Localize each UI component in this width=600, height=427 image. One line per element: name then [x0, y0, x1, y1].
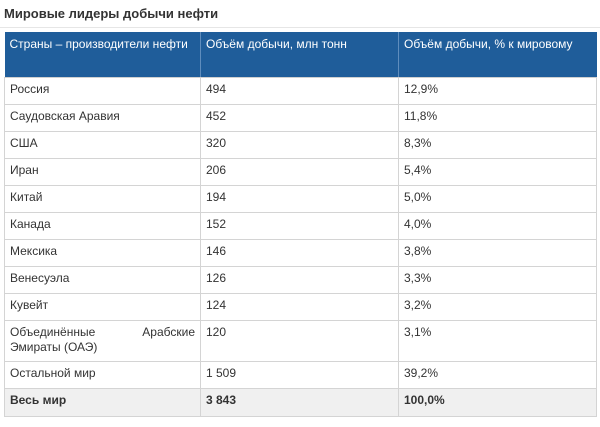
header-volume: Объём добычи, млн тонн	[200, 32, 399, 78]
table-row: Канада 152 4,0%	[4, 212, 597, 240]
cell-share: 3,2%	[398, 293, 597, 321]
cell-volume: 494	[200, 77, 399, 105]
cell-country: Саудовская Аравия	[4, 104, 201, 132]
table-row: Остальной мир 1 509 39,2%	[4, 361, 597, 389]
table-row: Саудовская Аравия 452 11,8%	[4, 104, 597, 132]
table-row: Россия 494 12,9%	[4, 77, 597, 105]
cell-country: Китай	[4, 185, 201, 213]
cell-country: Мексика	[4, 239, 201, 267]
cell-volume: 206	[200, 158, 399, 186]
table-header: Страны – производители нефти Объём добыч…	[4, 32, 597, 78]
cell-share: 4,0%	[398, 212, 597, 240]
cell-share: 3,8%	[398, 239, 597, 267]
cell-country: США	[4, 131, 201, 159]
table-body: Россия 494 12,9% Саудовская Аравия 452 1…	[4, 77, 597, 417]
header-row: Страны – производители нефти Объём добыч…	[4, 32, 597, 78]
cell-share: 5,4%	[398, 158, 597, 186]
cell-share: 3,1%	[398, 320, 597, 362]
cell-share: 5,0%	[398, 185, 597, 213]
cell-share: 12,9%	[398, 77, 597, 105]
cell-share: 3,3%	[398, 266, 597, 294]
cell-country: Кувейт	[4, 293, 201, 321]
table-row: Иран 206 5,4%	[4, 158, 597, 186]
cell-country: Иран	[4, 158, 201, 186]
cell-volume: 452	[200, 104, 399, 132]
table-row: Объединённые Арабские Эмираты (ОАЭ) 120 …	[4, 320, 597, 362]
cell-share: 8,3%	[398, 131, 597, 159]
total-share: 100,0%	[398, 388, 597, 417]
table-row: США 320 8,3%	[4, 131, 597, 159]
table-row: Мексика 146 3,8%	[4, 239, 597, 267]
header-share: Объём добычи, % к мировому	[398, 32, 597, 78]
cell-country: Объединённые Арабские Эмираты (ОАЭ)	[4, 320, 201, 362]
cell-volume: 124	[200, 293, 399, 321]
cell-volume: 146	[200, 239, 399, 267]
table-row: Венесуэла 126 3,3%	[4, 266, 597, 294]
total-volume: 3 843	[200, 388, 399, 417]
cell-share: 39,2%	[398, 361, 597, 389]
cell-country: Остальной мир	[4, 361, 201, 389]
table-row: Кувейт 124 3,2%	[4, 293, 597, 321]
page-title: Мировые лидеры добычи нефти	[4, 6, 219, 21]
cell-country: Канада	[4, 212, 201, 240]
cell-volume: 1 509	[200, 361, 399, 389]
cell-volume: 194	[200, 185, 399, 213]
cell-country: Россия	[4, 77, 201, 105]
title-divider	[0, 27, 600, 28]
total-label: Весь мир	[4, 388, 201, 417]
header-countries: Страны – производители нефти	[4, 32, 201, 78]
cell-share: 11,8%	[398, 104, 597, 132]
cell-country: Венесуэла	[4, 266, 201, 294]
cell-volume: 320	[200, 131, 399, 159]
cell-volume: 120	[200, 320, 399, 362]
table-row: Китай 194 5,0%	[4, 185, 597, 213]
cell-volume: 152	[200, 212, 399, 240]
total-row: Весь мир 3 843 100,0%	[4, 388, 597, 417]
cell-volume: 126	[200, 266, 399, 294]
oil-production-table: Страны – производители нефти Объём добыч…	[4, 32, 597, 417]
